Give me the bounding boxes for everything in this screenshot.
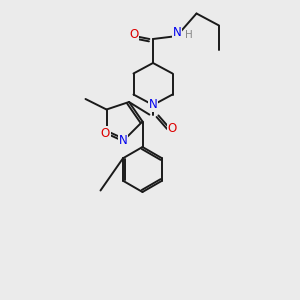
Text: O: O [129,28,138,41]
Text: N: N [118,134,127,148]
Text: H: H [184,29,192,40]
Text: N: N [148,98,158,112]
Text: O: O [100,127,109,140]
Text: O: O [168,122,177,136]
Text: N: N [172,26,182,40]
